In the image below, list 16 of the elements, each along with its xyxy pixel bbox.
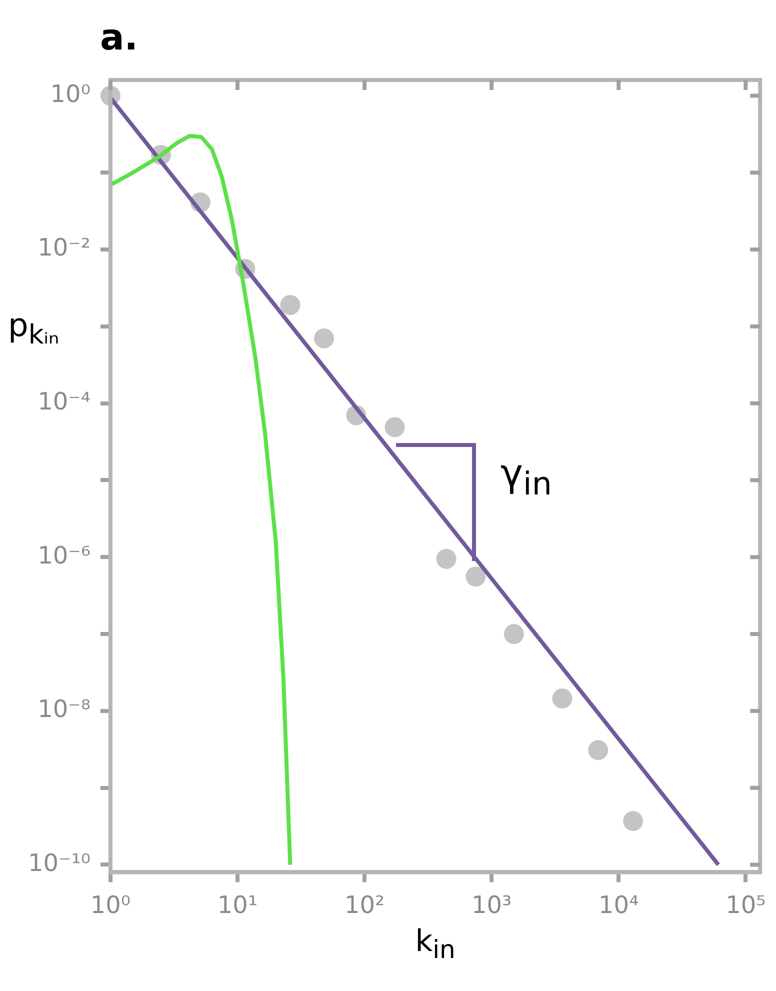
y-tick-label: 10⁻⁴	[38, 388, 90, 416]
x-tick-label: 10⁰	[90, 890, 131, 919]
annotation: γ$_{in}$	[500, 451, 552, 503]
y-tick-label: 10⁻⁸	[38, 695, 90, 724]
chart-title: a.	[100, 17, 138, 58]
y-tick-label: 10⁻²	[38, 234, 90, 262]
x-tick-label: 10³	[471, 890, 512, 919]
x-tick-label: 10⁴	[598, 890, 639, 919]
x-tick-label: 10²	[344, 890, 385, 919]
y-tick-label: 10⁻¹⁰	[28, 848, 90, 877]
x-tick-label: 10⁵	[726, 890, 766, 919]
x-tick-label: 10¹	[217, 890, 258, 919]
x-axis-title: k$_{in}$	[415, 924, 456, 964]
y-tick-label: 10⁰	[50, 80, 90, 108]
y-axis-title: p$_{kᵢₙ}$	[8, 306, 60, 350]
y-tick-label: 10⁻⁶	[38, 541, 90, 570]
